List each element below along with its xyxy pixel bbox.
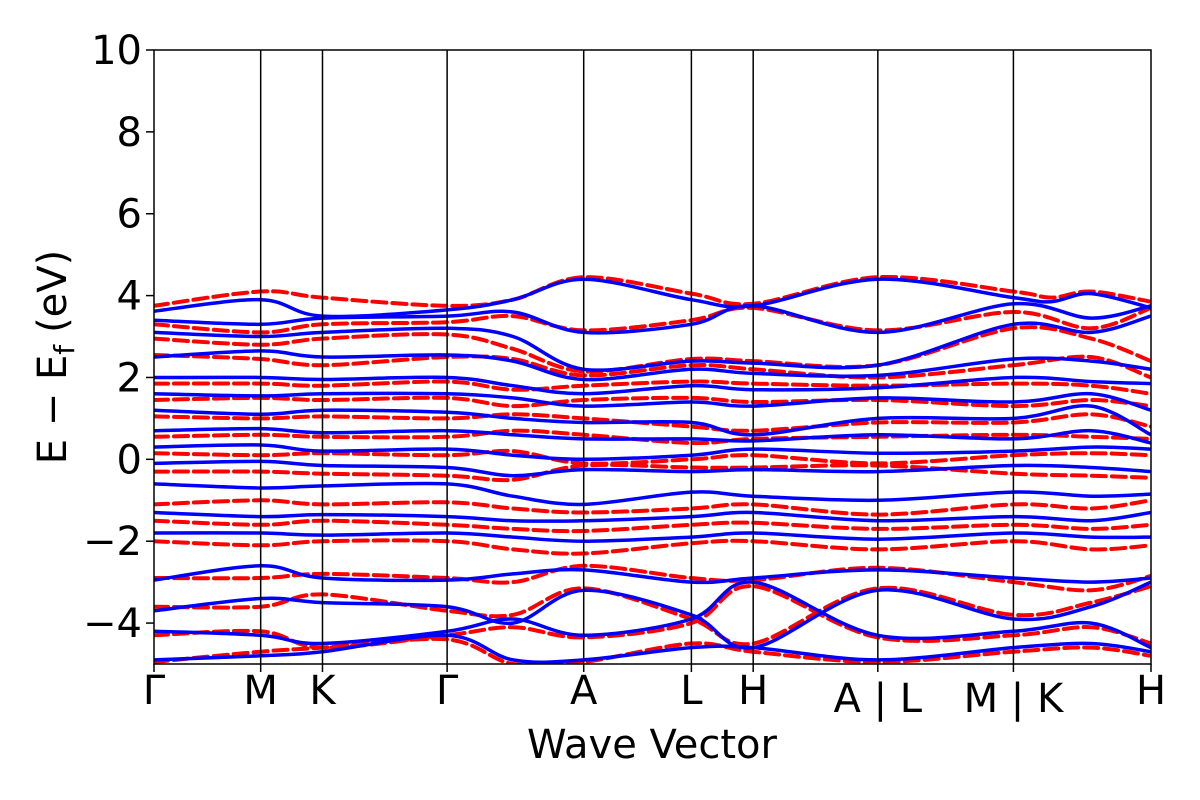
band-line-dashed xyxy=(154,498,1151,517)
plot-frame xyxy=(153,49,1152,665)
x-tick-label: H xyxy=(738,668,768,714)
band-line-solid xyxy=(154,443,1151,462)
high-symmetry-lines xyxy=(259,50,1015,664)
x-tick-label: Γ xyxy=(143,668,166,714)
y-tick-label: −4 xyxy=(83,601,142,647)
y-axis-label: E − Ef (eV) xyxy=(30,250,81,465)
band-line-dashed xyxy=(154,584,1151,647)
band-line-solid xyxy=(154,481,1151,507)
svg-text:E − Ef(eV): E − Ef (eV) xyxy=(30,250,81,465)
band-lines xyxy=(154,274,1151,664)
y-tick-label: −2 xyxy=(83,519,142,565)
y-tick-label: 0 xyxy=(117,437,142,483)
x-tick-label: Γ xyxy=(436,668,459,714)
x-tick-label: L xyxy=(680,668,703,714)
y-axis-label-main: E − E xyxy=(30,355,76,465)
x-axis-label: Wave Vector xyxy=(527,722,778,768)
y-tick-label: 10 xyxy=(91,28,142,74)
y-tick-label: 8 xyxy=(117,110,142,156)
x-tick-label: H xyxy=(1136,668,1166,714)
band-line-solid xyxy=(154,349,1151,382)
band-line-dashed xyxy=(154,518,1151,534)
x-tick-label: A xyxy=(570,668,598,714)
y-axis-label-unit: (eV) xyxy=(30,250,76,333)
y-axis-label-sub: f xyxy=(48,344,81,355)
x-tick-label: M | K xyxy=(964,676,1065,722)
y-tick-label: 4 xyxy=(117,274,142,320)
y-tick-label: 6 xyxy=(117,192,142,238)
x-tick-label: A | L xyxy=(834,676,923,722)
band-line-dashed xyxy=(154,538,1151,556)
y-axis-ticks: −4 −2 0 2 4 6 8 10 xyxy=(83,28,154,647)
x-tick-label: M xyxy=(243,668,278,714)
y-tick-label: 2 xyxy=(117,355,142,401)
x-tick-label: K xyxy=(309,668,337,714)
